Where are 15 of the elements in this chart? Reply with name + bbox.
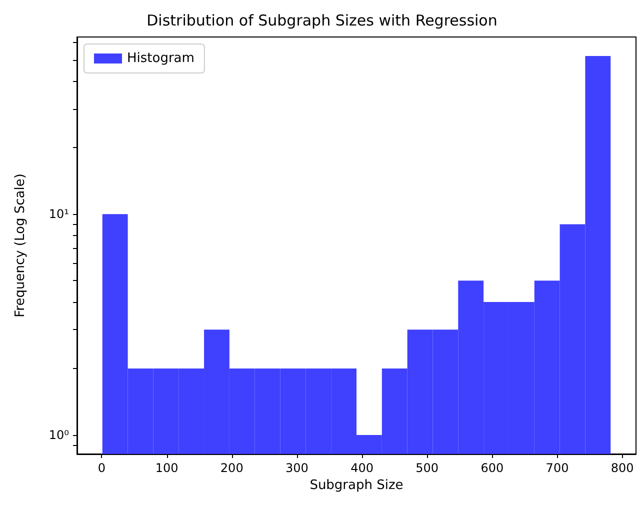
x-tick-label: 500	[416, 461, 439, 475]
y-tick-label: 10⁰	[48, 428, 70, 442]
x-tick-label: 700	[546, 461, 569, 475]
x-tick-label: 800	[610, 461, 634, 475]
y-tick-label: 10¹	[48, 207, 70, 222]
x-axis-title: Subgraph Size	[310, 478, 404, 493]
x-tick-label: 600	[480, 461, 504, 475]
x-tick-label: 200	[220, 461, 244, 475]
legend-label: Histogram	[127, 51, 194, 66]
x-tick-label: 400	[350, 461, 374, 475]
chart-title: Distribution of Subgraph Sizes with Regression	[146, 12, 498, 30]
x-tick-label: 300	[286, 461, 308, 475]
y-axis-title: Frequency (Log Scale)	[13, 174, 28, 318]
x-tick-label: 100	[155, 461, 178, 475]
x-tick-label: 0	[98, 461, 106, 475]
